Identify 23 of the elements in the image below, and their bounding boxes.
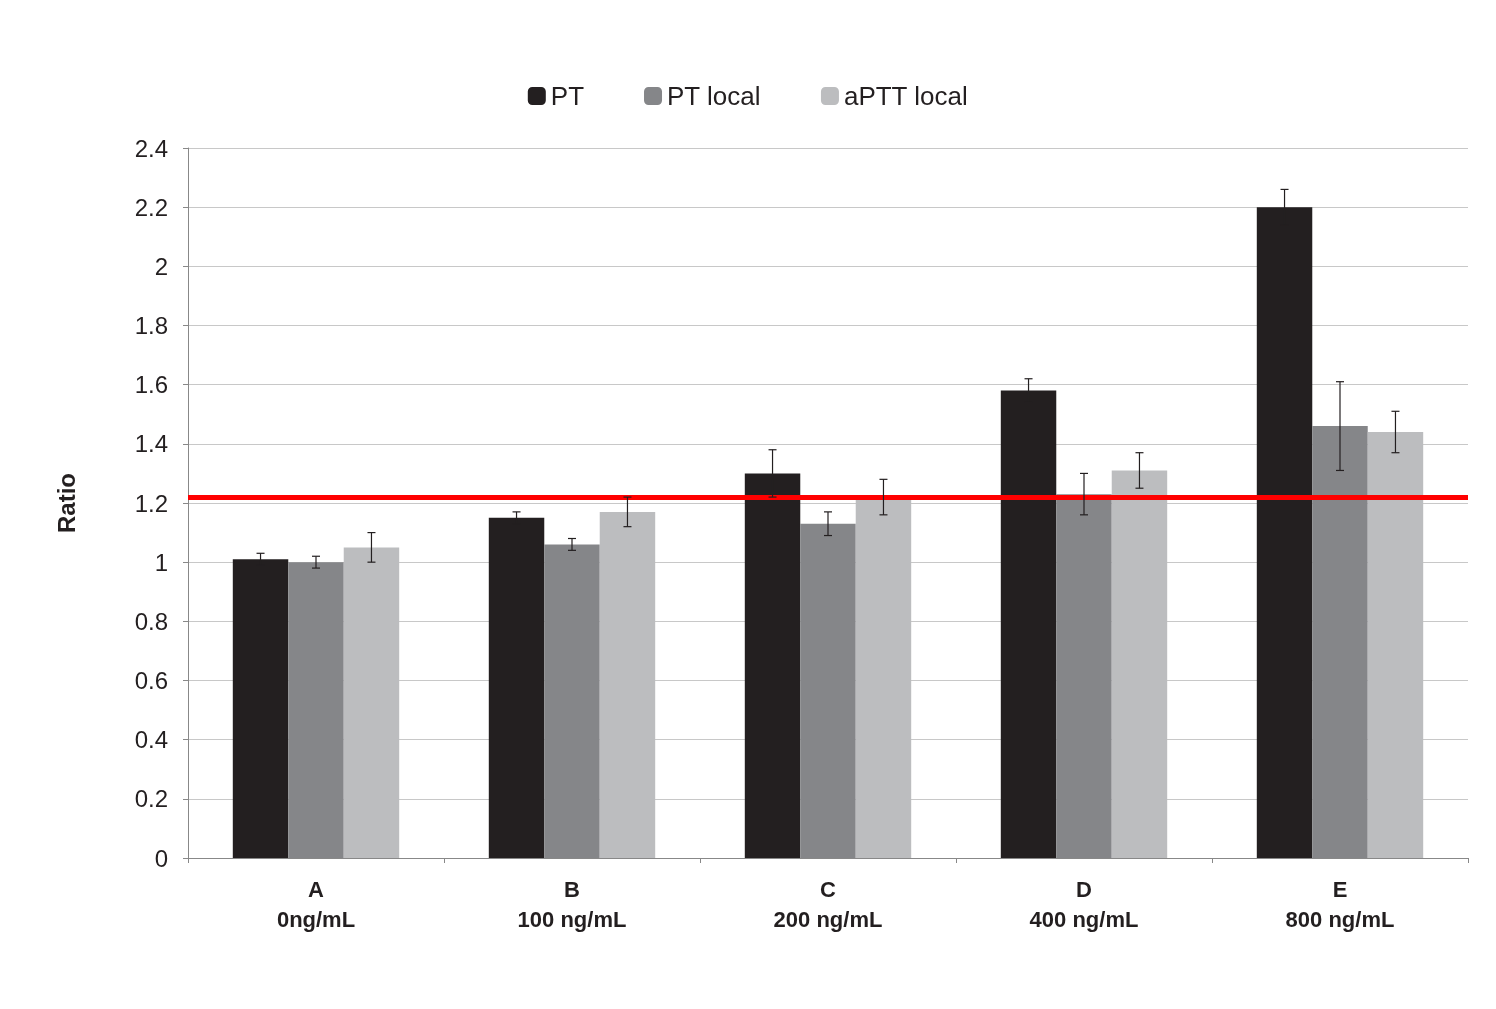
y-tick-label: 0.6 — [134, 667, 168, 694]
y-tick-label: 2.2 — [134, 193, 168, 221]
x-tick-label: A 0ng/mL — [276, 876, 356, 932]
legend-label: PT — [550, 81, 585, 111]
y-tick-label: 2.4 — [134, 134, 168, 162]
y-tick-label: 1.2 — [134, 489, 168, 517]
y-tick-label: 0.4 — [134, 726, 168, 754]
y-axis-title: Ratio — [52, 473, 80, 533]
y-tick-label: 1.6 — [134, 371, 168, 399]
y-tick-label: 1.8 — [134, 312, 168, 339]
x-tick-label: B 100 ng/mL — [517, 876, 627, 932]
y-tick-label: 1 — [154, 548, 168, 576]
legend-label: PT local — [667, 81, 761, 111]
x-tick-label: C 200 ng/mL — [773, 876, 883, 932]
y-tick-label: 0.2 — [134, 785, 168, 813]
legend-label: aPTT local — [843, 81, 968, 111]
y-tick-label: 2 — [154, 252, 168, 280]
y-tick-label: 0.8 — [134, 607, 168, 635]
y-tick-label: 1.4 — [134, 430, 168, 458]
y-tick-label: 0 — [154, 844, 168, 872]
x-tick-label: D 400 ng/mL — [1029, 876, 1139, 932]
x-tick-label: E 800 ng/mL — [1285, 876, 1395, 932]
bar — [488, 517, 545, 858]
